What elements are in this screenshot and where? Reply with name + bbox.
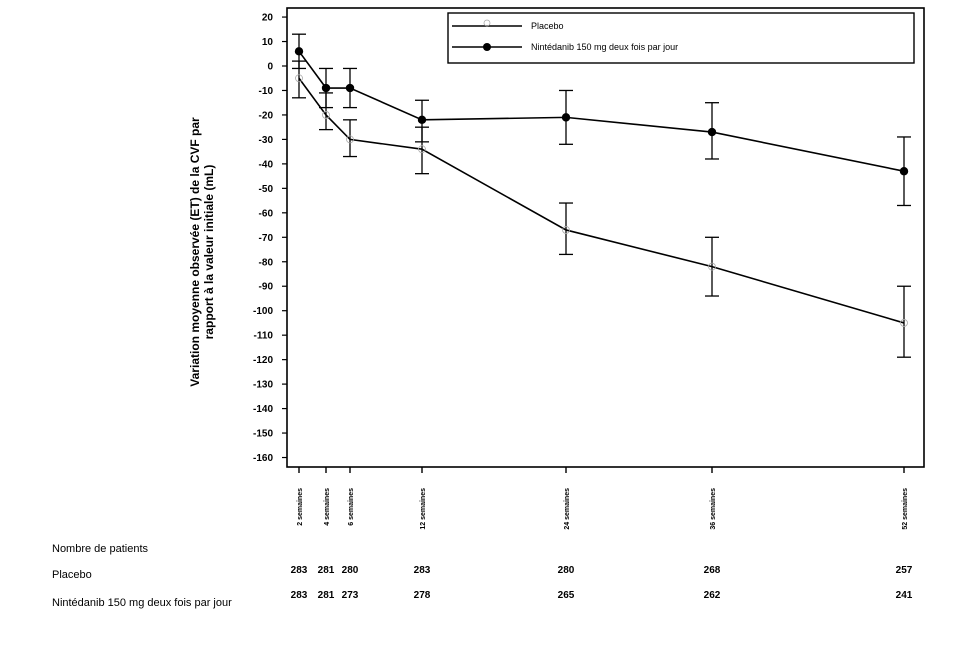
y-tick-label: 0 <box>267 62 273 73</box>
series-line <box>298 50 905 173</box>
data-point <box>899 167 909 176</box>
data-point <box>562 226 570 234</box>
y-tick-label: -130 <box>253 380 273 391</box>
y-tick-label: -160 <box>253 453 273 464</box>
patient-count-cell: 262 <box>703 590 721 601</box>
data-point <box>322 111 330 119</box>
y-tick-label: -120 <box>253 355 273 366</box>
y-tick-label: -70 <box>259 233 274 244</box>
y-tick-label: 20 <box>262 13 274 24</box>
data-point <box>708 262 716 271</box>
y-axis-label-line-2: rapport à la valeur initiale (mL) <box>202 165 216 340</box>
y-axis-label-line-1: Variation moyenne observée (ET) de la CV… <box>188 117 202 387</box>
patient-count-cell: 280 <box>341 565 359 576</box>
patient-count-cell: 241 <box>895 590 913 601</box>
x-tick-label: 12 semaines <box>420 488 427 530</box>
y-axis: 20 10 0 -10 -20 -30 -40 -50 -60 -70 -80 -90 -100 -110… <box>253 13 287 464</box>
patients-heading: Nombre de patients <box>52 543 148 555</box>
data-point <box>707 127 717 137</box>
data-point <box>295 74 303 83</box>
patient-count-cell: 281 <box>317 565 335 576</box>
y-tick-label: -20 <box>259 110 274 121</box>
data-point <box>417 115 427 125</box>
patient-count-cell: 278 <box>413 590 431 601</box>
x-tick-label: 4 semaines <box>324 488 331 526</box>
patient-count-cell: 281 <box>317 590 335 601</box>
legend-label: Placebo <box>531 21 564 31</box>
legend-box <box>447 12 915 64</box>
y-tick-label: -60 <box>259 208 274 219</box>
legend: Placebo Nintédanib 150 mg deux fois par j… <box>447 12 915 64</box>
patient-count-cell: 265 <box>557 590 575 601</box>
y-tick-label: -100 <box>253 306 273 317</box>
data-point <box>294 47 304 56</box>
y-tick-label: -150 <box>253 429 273 440</box>
series-line <box>298 77 905 324</box>
patient-count-cell: 283 <box>290 590 308 601</box>
y-tick-label: -140 <box>253 404 273 415</box>
y-tick-label: 10 <box>262 37 274 48</box>
data-point <box>418 145 426 154</box>
patients-row-label-placebo: Placebo <box>52 569 92 581</box>
patient-count-cell: 283 <box>290 565 308 576</box>
y-tick-label: -50 <box>259 184 274 195</box>
x-tick-label: 52 semaines <box>902 488 909 530</box>
y-tick-label: -90 <box>259 282 274 293</box>
data-point <box>561 113 571 122</box>
legend-marker <box>483 19 491 27</box>
legend-label: Nintédanib 150 mg deux fois par jour <box>531 42 678 52</box>
data-point <box>346 135 354 144</box>
x-tick-label: 6 semaines <box>348 488 355 526</box>
y-tick-label: -110 <box>254 331 274 342</box>
y-tick-label: -40 <box>259 159 274 170</box>
legend-marker <box>483 43 491 51</box>
patient-count-cell: 280 <box>557 565 575 576</box>
y-tick-label: -10 <box>259 86 274 97</box>
series-placebo <box>292 60 911 358</box>
patient-count-cell: 268 <box>703 565 721 576</box>
data-point <box>900 319 908 327</box>
x-axis: 2 semaines 4 semaines 6 semaines 12 semaine… <box>297 467 909 530</box>
plot-frame <box>286 7 925 468</box>
data-point <box>345 83 355 93</box>
y-tick-label: -30 <box>259 135 274 146</box>
x-tick-label: 36 semaines <box>710 488 717 530</box>
patient-count-cell: 257 <box>895 565 913 576</box>
x-tick-label: 24 semaines <box>564 488 571 530</box>
patient-count-cell: 283 <box>413 565 431 576</box>
patients-row-label-nintedanib: Nintédanib 150 mg deux fois par jour <box>52 597 232 609</box>
y-tick-label: -80 <box>259 257 274 268</box>
chart-series <box>292 33 911 358</box>
series-nintedanib <box>292 33 911 207</box>
patient-count-cell: 273 <box>341 590 359 601</box>
data-point <box>321 83 331 93</box>
x-tick-label: 2 semaines <box>297 488 304 526</box>
